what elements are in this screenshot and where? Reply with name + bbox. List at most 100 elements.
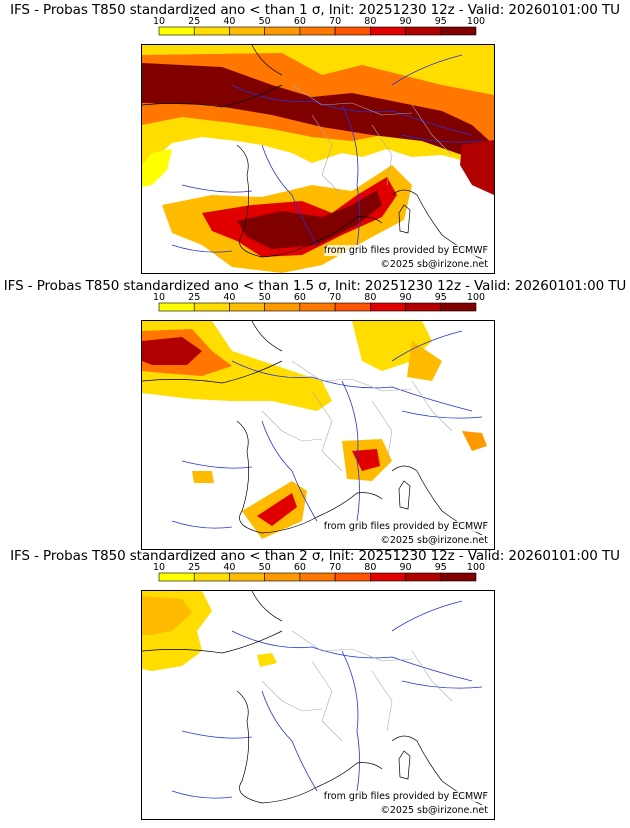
prob-area-west-spot bbox=[192, 471, 214, 483]
colorbar-segment bbox=[370, 26, 406, 36]
colorbar-segment bbox=[334, 26, 371, 36]
panel-2sigma: IFS - Probas T850 standardized ano < tha… bbox=[0, 546, 630, 822]
prob-area-north-max bbox=[142, 63, 494, 165]
river bbox=[171, 790, 233, 799]
prob-area-south-core bbox=[352, 449, 380, 471]
colorbar-segment bbox=[264, 302, 301, 312]
colorbar-tick-label: 10 bbox=[153, 562, 165, 573]
prob-area-spot bbox=[257, 653, 277, 667]
colorbar-tick-label: 25 bbox=[188, 562, 200, 573]
colorbar-segment bbox=[440, 572, 477, 582]
colorbar-tick-label: 50 bbox=[259, 16, 271, 27]
prob-area-south-max bbox=[237, 190, 382, 249]
river bbox=[181, 184, 253, 193]
source-credit: from grib files provided by ECMWF bbox=[323, 521, 488, 532]
colorbar-tick-label: 40 bbox=[223, 562, 235, 573]
border-line bbox=[311, 390, 343, 472]
colorbar: 10 25 40 50 60 70 80 90 95 100 bbox=[153, 292, 485, 312]
colorbar-tick-label: 50 bbox=[259, 562, 271, 573]
colorbar-tick-label: 70 bbox=[329, 292, 341, 303]
colorbar-tick-label: 70 bbox=[329, 562, 341, 573]
coastlines bbox=[142, 321, 483, 536]
borders bbox=[261, 360, 453, 472]
colorbar-segment bbox=[264, 572, 301, 582]
river bbox=[261, 144, 318, 246]
coastline bbox=[251, 321, 283, 352]
colorbar-segment bbox=[299, 302, 336, 312]
colorbar-tick-label: 40 bbox=[223, 292, 235, 303]
source-credit: from grib files provided by ECMWF bbox=[323, 791, 488, 802]
coastline bbox=[236, 690, 383, 804]
rivers bbox=[171, 54, 483, 253]
colorbar-segment bbox=[158, 302, 195, 312]
colorbar-tick-label: 95 bbox=[435, 16, 447, 27]
colorbar-tick-label: 95 bbox=[435, 292, 447, 303]
colorbar-tick-label: 50 bbox=[259, 292, 271, 303]
colorbar-tick-label: 10 bbox=[153, 292, 165, 303]
colorbar-segment bbox=[370, 572, 406, 582]
borders bbox=[291, 84, 453, 196]
river bbox=[171, 244, 233, 253]
river bbox=[231, 360, 473, 412]
colorbar-segment bbox=[264, 26, 301, 36]
border-line bbox=[261, 680, 323, 712]
colorbar-segment bbox=[158, 26, 195, 36]
rivers bbox=[171, 600, 483, 799]
colorbar-segment bbox=[229, 572, 265, 582]
colorbar-segment bbox=[229, 26, 265, 36]
border-line bbox=[411, 380, 453, 432]
source-credit: from grib files provided by ECMWF bbox=[323, 245, 488, 256]
coastline bbox=[142, 360, 283, 384]
river bbox=[391, 54, 463, 86]
rivers bbox=[171, 330, 483, 529]
coastline bbox=[236, 144, 383, 258]
river bbox=[341, 650, 360, 792]
colorbar-tick-label: 80 bbox=[364, 562, 376, 573]
coastline bbox=[236, 420, 383, 534]
river bbox=[401, 134, 483, 143]
colorbar-segment bbox=[405, 26, 442, 36]
coastline bbox=[142, 630, 283, 654]
probability-map: from grib files provided by ECMWF ©2025 … bbox=[141, 590, 495, 820]
river bbox=[181, 460, 253, 469]
colorbar-tick-label: 95 bbox=[435, 562, 447, 573]
colorbar-tick-label: 90 bbox=[400, 16, 412, 27]
colorbar-tick-label: 70 bbox=[329, 16, 341, 27]
colorbar-segment bbox=[370, 302, 406, 312]
border-line bbox=[291, 84, 413, 116]
colorbar-tick-label: 60 bbox=[294, 16, 306, 27]
colorbar-segment bbox=[158, 572, 195, 582]
border-line bbox=[371, 670, 393, 732]
colorbar-segment bbox=[299, 26, 336, 36]
prob-area-southeast-spot bbox=[462, 431, 487, 451]
colorbar-segment bbox=[334, 572, 371, 582]
panel-title: IFS - Probas T850 standardized ano < tha… bbox=[10, 2, 620, 18]
colorbar-tick-label: 100 bbox=[467, 16, 485, 27]
copyright: ©2025 sb@irizone.net bbox=[380, 535, 488, 546]
probability-shading bbox=[142, 45, 494, 273]
prob-area-west bbox=[142, 149, 172, 187]
colorbar-segment bbox=[440, 302, 477, 312]
colorbar-tick-label: 100 bbox=[467, 562, 485, 573]
coastline bbox=[398, 204, 411, 234]
colorbar-segment bbox=[193, 302, 230, 312]
colorbar-tick-label: 10 bbox=[153, 16, 165, 27]
panel-title: IFS - Probas T850 standardized ano < tha… bbox=[3, 278, 627, 294]
colorbar-tick-label: 90 bbox=[400, 562, 412, 573]
panel-title: IFS - Probas T850 standardized ano < tha… bbox=[10, 548, 620, 564]
colorbar-segment bbox=[334, 302, 371, 312]
colorbar-segment bbox=[193, 26, 230, 36]
prob-area-northwest-core bbox=[142, 596, 192, 635]
river bbox=[171, 520, 233, 529]
colorbar-tick-label: 25 bbox=[188, 16, 200, 27]
colorbar-tick-label: 80 bbox=[364, 16, 376, 27]
colorbar: 10 25 40 50 60 70 80 90 95 100 bbox=[153, 562, 485, 582]
colorbar-tick-label: 60 bbox=[294, 562, 306, 573]
border-line bbox=[291, 360, 413, 392]
coastline bbox=[398, 480, 411, 510]
colorbar-tick-label: 100 bbox=[467, 292, 485, 303]
river bbox=[261, 420, 318, 522]
prob-area-east bbox=[407, 341, 442, 381]
prob-area-northwest-max bbox=[142, 337, 202, 365]
colorbar-tick-label: 60 bbox=[294, 292, 306, 303]
